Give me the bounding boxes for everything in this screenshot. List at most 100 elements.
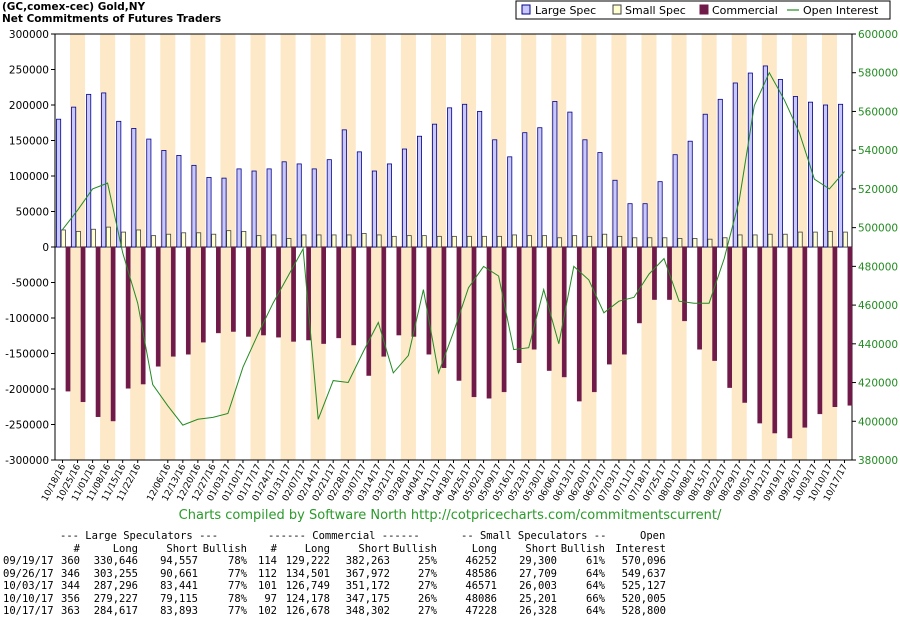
table-cell: 48586 <box>465 567 497 580</box>
table-cell: 330,646 <box>93 555 138 567</box>
bar-small-spec <box>406 235 412 248</box>
bar-large-spec <box>777 79 783 248</box>
bar-large-spec <box>477 110 483 248</box>
bar-large-spec <box>401 148 407 248</box>
column-header: Short <box>166 543 198 555</box>
bar-large-spec <box>823 104 829 248</box>
right-y-axis: 600000 580000 560000 540000 520000 500000 4800… <box>852 29 898 467</box>
bar-large-spec <box>296 163 302 248</box>
table-cell: 78% <box>228 555 247 567</box>
bar-small-spec <box>466 235 472 248</box>
table-cell: 382,263 <box>345 555 390 567</box>
bar-small-spec <box>767 233 773 248</box>
bar-small-spec <box>286 238 292 248</box>
bar-small-spec <box>421 235 427 248</box>
table-row: 10/03/17 344 287,296 83,441 77% 101 126,749 351… <box>0 580 900 592</box>
bar-large-spec <box>116 120 122 248</box>
bar-large-spec <box>627 203 633 248</box>
bar-commercial <box>351 246 357 346</box>
bar-commercial <box>441 246 447 368</box>
table-cell: 284,617 <box>93 605 138 617</box>
table-group-header-row: --- Large Speculators --- ------ Commerc… <box>0 530 900 542</box>
bar-large-spec <box>176 155 182 248</box>
bar-small-spec <box>752 234 758 248</box>
column-header: Long <box>112 543 138 555</box>
table-cell: 90,661 <box>160 567 198 580</box>
bar-small-spec <box>226 230 232 248</box>
bar-commercial <box>712 246 717 361</box>
bar-large-spec <box>567 111 573 248</box>
bar-commercial <box>170 246 176 357</box>
bar-large-spec <box>86 93 92 248</box>
table-cell: 48086 <box>465 592 497 605</box>
table-cell: 26,003 <box>519 580 557 592</box>
bar-small-spec <box>602 233 608 248</box>
bar-small-spec <box>331 234 337 248</box>
bar-large-spec <box>462 103 468 248</box>
bar-large-spec <box>432 123 438 248</box>
bar-large-spec <box>326 159 332 248</box>
bar-large-spec <box>131 128 137 248</box>
cot-chart: 300000250000200000150000100000500000-500… <box>2 0 898 523</box>
bar-large-spec <box>747 72 753 248</box>
bar-commercial <box>246 246 251 337</box>
legend-swatch-large-spec <box>521 4 531 15</box>
bar-commercial <box>200 246 206 343</box>
bar-small-spec <box>827 230 833 248</box>
bar-commercial <box>591 246 597 393</box>
column-header: Long <box>304 543 330 555</box>
y2-tick-label: 380000 <box>858 455 898 467</box>
bar-large-spec <box>807 101 813 248</box>
bar-commercial <box>80 246 86 403</box>
table-cell: 134,501 <box>285 567 330 580</box>
bar-small-spec <box>557 237 563 248</box>
bar-commercial <box>306 246 311 341</box>
open-interest-line <box>62 71 845 426</box>
open-interest-series <box>62 71 845 426</box>
table-cell: 114 <box>258 555 277 567</box>
y2-tick-label: 480000 <box>858 261 898 273</box>
table-cell: 27% <box>418 580 437 592</box>
bar-small-spec <box>737 234 743 248</box>
bar-commercial <box>261 246 266 336</box>
bar-large-spec <box>417 135 423 248</box>
table-cell: 126,749 <box>285 580 330 592</box>
bar-commercial <box>95 246 101 417</box>
bar-commercial <box>561 246 567 378</box>
bar-small-spec <box>135 229 141 248</box>
y2-tick-label: 500000 <box>858 223 898 235</box>
bar-large-spec <box>251 170 257 248</box>
bar-large-spec <box>732 82 738 248</box>
bar-large-spec <box>447 107 453 248</box>
y2-tick-label: 400000 <box>858 416 898 428</box>
bar-commercial <box>607 246 612 365</box>
y2-tick-label: 560000 <box>858 106 898 118</box>
table-cell: 77% <box>228 580 247 592</box>
bar-small-spec <box>166 233 172 248</box>
bar-small-spec <box>511 234 517 248</box>
group-header-small: -- Small Speculators -- <box>461 530 607 542</box>
table-row: 09/19/17 360 330,646 94,557 78% 114 129,222 382… <box>0 555 900 567</box>
bar-commercial <box>411 246 417 337</box>
bar-commercial <box>742 246 748 403</box>
bar-small-spec <box>842 231 848 248</box>
bar-small-spec <box>376 234 382 248</box>
bar-commercial <box>396 246 402 336</box>
group-header-open: Open <box>640 530 666 542</box>
bar-commercial <box>231 246 236 332</box>
table-row: 10/17/17 363 284,617 83,893 77% 102 126,678 348… <box>0 605 900 617</box>
bar-small-spec <box>120 231 126 248</box>
bar-commercial <box>336 246 342 339</box>
bar-commercial <box>832 246 838 407</box>
bar-small-spec <box>496 235 502 248</box>
bar-large-spec <box>552 101 558 248</box>
bar-commercial <box>817 246 823 415</box>
bar-large-spec <box>356 151 362 248</box>
y-tick-label: 100000 <box>9 171 49 183</box>
bar-small-spec <box>707 238 713 248</box>
bar-large-spec <box>522 132 528 248</box>
table-cell: 279,227 <box>93 592 138 605</box>
bar-small-spec <box>526 235 532 248</box>
legend-label-open-interest: Open Interest <box>803 4 879 17</box>
table-cell: 47228 <box>465 605 497 617</box>
